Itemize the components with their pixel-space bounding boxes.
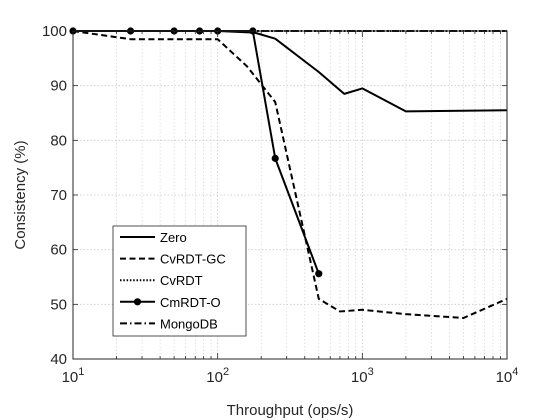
x-tick-base: 10 bbox=[496, 369, 513, 386]
legend-label-mongodb: MongoDB bbox=[160, 316, 218, 331]
x-tick-label: 101 bbox=[62, 366, 85, 386]
legend-box bbox=[112, 225, 247, 337]
y-tick-label: 90 bbox=[50, 78, 67, 95]
series-point-cmrdt-o bbox=[271, 154, 279, 162]
y-tick-label: 80 bbox=[50, 132, 67, 149]
y-tick-label: 100 bbox=[42, 23, 67, 40]
x-tick-exponent: 1 bbox=[78, 366, 84, 378]
legend-label-cvrdt: CvRDT bbox=[160, 273, 203, 288]
legend: Zero CvRDT-GC CvRDT CmRDT-O MongoDB bbox=[112, 225, 247, 337]
series-line-cvrdt-gc bbox=[72, 30, 508, 319]
legend-label-cmrdt-o: CmRDT-O bbox=[160, 295, 221, 310]
x-tick-exponent: 2 bbox=[223, 366, 229, 378]
legend-marker-cmrdt-o bbox=[133, 298, 142, 306]
y-tick-label: 40 bbox=[50, 351, 67, 368]
x-tick-exponent: 4 bbox=[512, 366, 518, 378]
legend-label-zero: Zero bbox=[160, 230, 187, 245]
x-tick-label: 104 bbox=[496, 366, 519, 386]
y-axis-label: Consistency (%) bbox=[12, 140, 29, 249]
x-tick-base: 10 bbox=[62, 369, 79, 386]
x-tick-label: 102 bbox=[206, 366, 229, 386]
axis-ticks bbox=[72, 30, 508, 360]
y-tick-label: 70 bbox=[50, 187, 67, 204]
legend-label-cvrdt-gc: CvRDT-GC bbox=[160, 252, 226, 267]
series-point-cmrdt-o bbox=[315, 270, 323, 278]
x-tick-base: 10 bbox=[206, 369, 223, 386]
y-tick-label: 50 bbox=[50, 296, 67, 313]
y-tick-label: 60 bbox=[50, 242, 67, 259]
x-axis-label: Throughput (ops/s) bbox=[227, 402, 354, 419]
x-tick-label: 103 bbox=[351, 366, 374, 386]
x-tick-exponent: 3 bbox=[368, 366, 374, 378]
x-tick-base: 10 bbox=[351, 369, 368, 386]
